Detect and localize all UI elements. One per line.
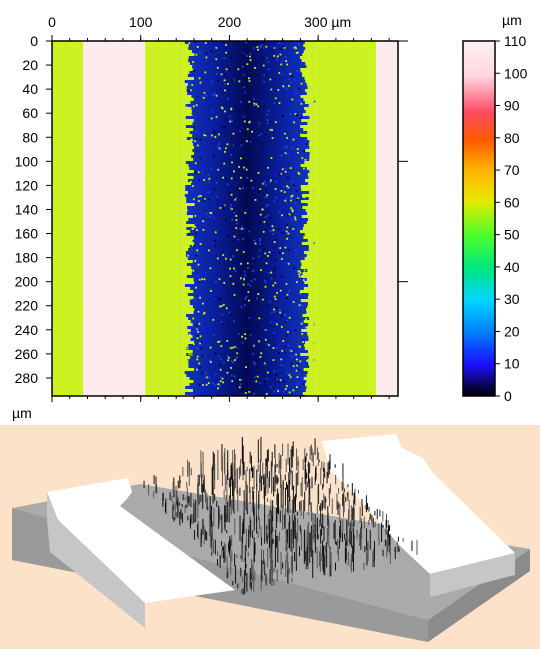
y-tick-label: 100: [15, 153, 39, 169]
colorbar-tick-label: 40: [504, 259, 520, 275]
colorbar-tick-label: 10: [504, 356, 520, 372]
colorbar-tick-label: 70: [504, 162, 520, 178]
y-axis: 0 20 40 60 80 100 120 140 160 180 200 220 240 260 280: [15, 33, 52, 386]
x-tick-label: 100: [129, 14, 153, 30]
colorbar: [463, 41, 495, 396]
band-green: [314, 41, 376, 396]
band-green: [145, 41, 180, 396]
colorbar-tick-label: 100: [504, 65, 528, 81]
band-green: [52, 41, 83, 396]
colorbar-tick-label: 60: [504, 194, 520, 210]
y-tick-label: 180: [15, 250, 39, 266]
y-tick-label: 0: [30, 33, 38, 49]
y-tick-label: 160: [15, 226, 39, 242]
y-tick-label: 80: [22, 129, 38, 145]
3d-surface-view: [0, 425, 540, 649]
x-tick-label: 200: [218, 14, 242, 30]
y-tick-label: 260: [15, 346, 39, 362]
y-tick-label: 220: [15, 298, 39, 314]
colorbar-tick-label: 90: [504, 98, 520, 114]
y-tick-label: 20: [22, 57, 38, 73]
y-tick-label: 200: [15, 274, 39, 290]
x-tick-label: 0: [48, 14, 56, 30]
colorbar-tick-label: 80: [504, 130, 520, 146]
colorbar-tick-label: 110: [504, 33, 527, 49]
height-map-image: [52, 41, 398, 398]
band-pink: [376, 41, 398, 396]
y-axis-unit: µm: [12, 405, 32, 421]
y-tick-label: 40: [22, 81, 38, 97]
y-tick-label: 140: [15, 201, 39, 217]
colorbar-tick-label: 20: [504, 323, 520, 339]
y-tick-label: 240: [15, 322, 39, 338]
band-pink: [83, 41, 145, 396]
colorbar-tick-label: 30: [504, 291, 520, 307]
colorbar-tick-label: 50: [504, 227, 520, 243]
colorbar-tick-label: 0: [504, 388, 512, 404]
y-tick-label: 280: [15, 370, 39, 386]
3d-view-panel: [0, 425, 540, 649]
y-tick-label: 60: [22, 105, 38, 121]
y-tick-label: 120: [15, 177, 39, 193]
x-tick-label: 300 µm: [304, 14, 351, 30]
colorbar-unit: µm: [502, 12, 522, 28]
